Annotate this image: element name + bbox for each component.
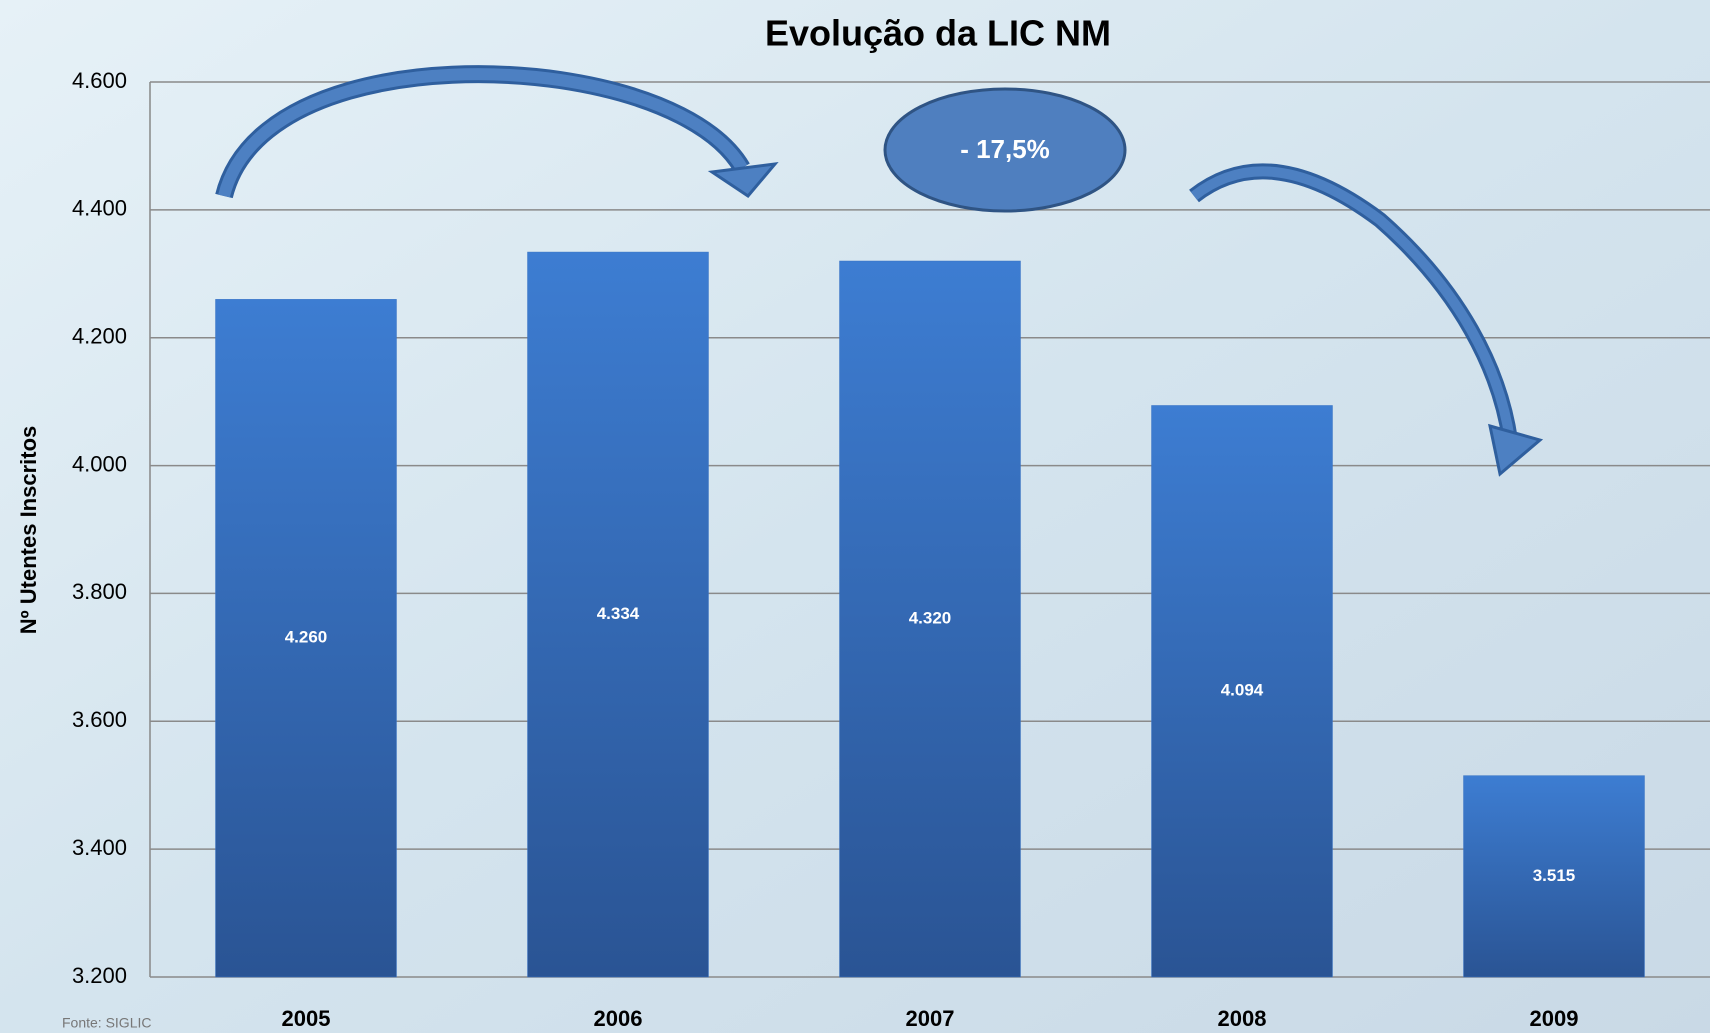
x-tick-label: 2008: [1218, 1006, 1267, 1031]
arrow-head: [1488, 423, 1544, 477]
annotation: - 17,5%: [960, 134, 1050, 164]
x-tick-label: 2006: [594, 1006, 643, 1031]
y-tick-label: 3.400: [72, 835, 127, 860]
data-label: 4.320: [909, 608, 952, 627]
y-tick-label: 3.800: [72, 579, 127, 604]
x-tick-label: 2009: [1530, 1006, 1579, 1031]
data-label: 4.334: [597, 604, 640, 623]
data-label: 4.260: [285, 628, 328, 647]
source: Fonte: SIGLIC: [62, 1015, 151, 1031]
bar: [839, 260, 1021, 978]
y-tick-label: 3.200: [72, 963, 127, 988]
y-tick-label: 3.600: [72, 707, 127, 732]
y-tick-label: 4.000: [72, 451, 127, 476]
annotations: - 17,5%: [215, 65, 1544, 477]
bar: [1151, 405, 1333, 978]
arrow: [218, 68, 748, 198]
x-tick-label: 2007: [906, 1006, 955, 1031]
bar: [215, 299, 397, 978]
y-tick-label: 4.600: [72, 68, 127, 93]
bar: [527, 251, 709, 978]
annotation-bubble: [883, 87, 1127, 213]
arrow: [1190, 166, 1515, 441]
chart-title: Evolução da LIC NM: [765, 13, 1111, 54]
arrow-head: [707, 162, 779, 198]
data-label: 3.515: [1533, 866, 1576, 885]
y-tick-label: 4.200: [72, 324, 127, 349]
y-axis-label: Nº Utentes Inscritos: [16, 426, 41, 635]
y-tick-label: 4.400: [72, 196, 127, 221]
plot: 3.200 3.400 3.600 3.800 4.000 4.200 4.400 4.600…: [72, 68, 1710, 1031]
data-label: 4.094: [1221, 681, 1264, 700]
bar: [1463, 775, 1645, 978]
x-tick-label: 2005: [282, 1006, 331, 1031]
